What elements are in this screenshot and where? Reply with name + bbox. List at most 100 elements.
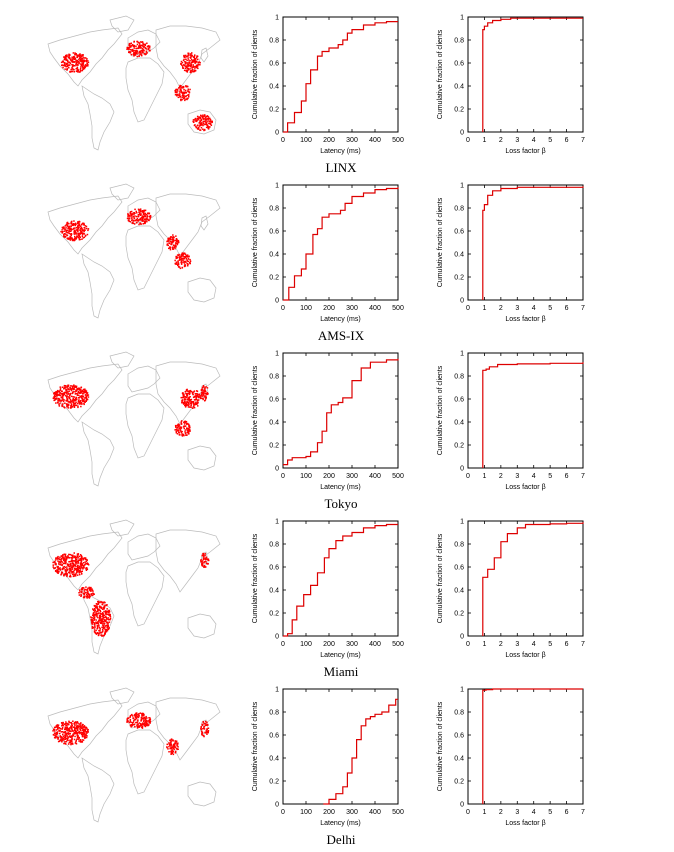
panel-ams-ix: 0 100 200 300 400 500 0 0.2 0.4 0.6 0.8 1 Latency (m… <box>0 168 674 343</box>
y-tick-label: 0.6 <box>269 61 279 68</box>
x-tick-label: 500 <box>392 641 404 648</box>
y-tick-label: 0 <box>275 466 279 473</box>
continent-outline <box>81 421 115 487</box>
x-tick-label: 500 <box>392 809 404 816</box>
y-tick-label: 0.4 <box>269 420 279 427</box>
y-tick-label: 0.8 <box>269 542 279 549</box>
latency-cdf-chart: 0 100 200 300 400 500 0 0.2 0.4 0.6 0.8 1 Latency (m… <box>240 0 410 160</box>
cdf-curve <box>482 688 583 804</box>
x-tick-label: 200 <box>323 305 335 312</box>
loss-factor-cdf-chart: 0 1 2 3 4 5 6 7 0 0.2 0.4 0.6 0.8 1 Loss factor β Cumul… <box>425 168 595 328</box>
loss-cdf-svg: 0 1 2 3 4 5 6 7 0 0.2 0.4 0.6 0.8 1 Loss factor β Cumul… <box>437 519 585 660</box>
continent-outline <box>127 365 161 393</box>
x-tick-label: 5 <box>548 473 552 480</box>
x-tick-label: 3 <box>515 641 519 648</box>
x-tick-label: 4 <box>532 305 536 312</box>
plot-frame <box>467 16 584 133</box>
x-axis-label: Latency (ms) <box>320 148 360 155</box>
x-tick-label: 300 <box>346 473 358 480</box>
client-dots <box>52 712 210 756</box>
plot-frame <box>282 16 399 133</box>
y-axis-label: Cumulative fraction of clients <box>437 701 444 791</box>
x-tick-label: 100 <box>300 137 312 144</box>
x-tick-label: 5 <box>548 641 552 648</box>
y-tick-label: 0.6 <box>454 733 464 740</box>
y-tick-label: 0.4 <box>454 756 464 763</box>
x-tick-label: 4 <box>532 641 536 648</box>
client-dots <box>60 208 192 270</box>
x-tick-label: 6 <box>565 641 569 648</box>
x-tick-label: 7 <box>581 641 585 648</box>
y-tick-label: 0.6 <box>269 229 279 236</box>
x-tick-label: 6 <box>565 809 569 816</box>
x-tick-label: 400 <box>369 641 381 648</box>
y-axis-label: Cumulative fraction of clients <box>252 29 259 119</box>
row-caption: Delhi <box>326 832 356 847</box>
latency-cdf-chart: 0 100 200 300 400 500 0 0.2 0.4 0.6 0.8 1 Latency (m… <box>240 672 410 832</box>
y-axis-label: Cumulative fraction of clients <box>437 365 444 455</box>
x-tick-label: 0 <box>281 641 285 648</box>
y-tick-label: 1 <box>275 687 279 694</box>
x-axis-label: Latency (ms) <box>320 484 360 491</box>
continent-outline <box>187 445 217 471</box>
plot-frame <box>467 352 584 469</box>
y-tick-label: 0.2 <box>454 611 464 618</box>
x-tick-label: 100 <box>300 641 312 648</box>
y-tick-label: 0.8 <box>454 38 464 45</box>
continent-outline <box>200 47 209 63</box>
world-map <box>47 15 221 151</box>
y-tick-label: 0.6 <box>269 397 279 404</box>
y-tick-label: 0.2 <box>269 779 279 786</box>
x-axis-label: Loss factor β <box>505 484 545 491</box>
y-axis-label: Cumulative fraction of clients <box>252 365 259 455</box>
world-map <box>47 519 221 655</box>
x-tick-label: 3 <box>515 305 519 312</box>
x-tick-label: 0 <box>466 641 470 648</box>
map-container <box>30 176 230 326</box>
continent-outline <box>81 85 115 151</box>
y-tick-label: 1 <box>460 687 464 694</box>
x-tick-label: 2 <box>499 137 503 144</box>
y-tick-label: 0.2 <box>454 443 464 450</box>
y-tick-label: 0.2 <box>269 107 279 114</box>
x-tick-label: 0 <box>466 473 470 480</box>
continent-outline <box>47 27 123 87</box>
x-axis-label: Latency (ms) <box>320 652 360 659</box>
continent-outline <box>109 15 135 33</box>
loss-factor-cdf-chart: 0 1 2 3 4 5 6 7 0 0.2 0.4 0.6 0.8 1 Loss factor β Cumul… <box>425 672 595 832</box>
row-caption: Tokyo <box>324 496 358 511</box>
continent-outline <box>155 529 221 593</box>
x-tick-label: 0 <box>281 809 285 816</box>
x-tick-label: 7 <box>581 137 585 144</box>
y-tick-label: 1 <box>460 183 464 190</box>
y-tick-label: 0 <box>460 130 464 137</box>
continent-outline <box>81 253 115 319</box>
x-tick-label: 500 <box>392 473 404 480</box>
x-tick-label: 1 <box>482 809 486 816</box>
continent-outline <box>155 193 221 257</box>
y-tick-label: 0 <box>460 466 464 473</box>
x-tick-label: 7 <box>581 809 585 816</box>
continent-outline <box>109 519 135 537</box>
latency-cdf-chart: 0 100 200 300 400 500 0 0.2 0.4 0.6 0.8 1 Latency (m… <box>240 336 410 496</box>
x-tick-label: 400 <box>369 473 381 480</box>
map-container <box>30 512 230 662</box>
y-tick-label: 1 <box>275 351 279 358</box>
x-tick-label: 0 <box>466 137 470 144</box>
y-axis-label: Cumulative fraction of clients <box>252 533 259 623</box>
latency-cdf-chart: 0 100 200 300 400 500 0 0.2 0.4 0.6 0.8 1 Latency (m… <box>240 504 410 664</box>
y-tick-label: 0.2 <box>454 275 464 282</box>
x-tick-label: 200 <box>323 641 335 648</box>
y-tick-label: 0 <box>275 802 279 809</box>
x-axis-label: Loss factor β <box>505 148 545 155</box>
y-tick-label: 0.8 <box>269 38 279 45</box>
y-tick-label: 0.8 <box>269 374 279 381</box>
world-map <box>47 183 221 319</box>
x-tick-label: 7 <box>581 473 585 480</box>
x-tick-label: 300 <box>346 809 358 816</box>
y-tick-label: 0.8 <box>454 206 464 213</box>
x-tick-label: 2 <box>499 473 503 480</box>
continent-outline <box>187 277 217 303</box>
x-tick-label: 1 <box>482 641 486 648</box>
continent-outline <box>155 697 221 761</box>
